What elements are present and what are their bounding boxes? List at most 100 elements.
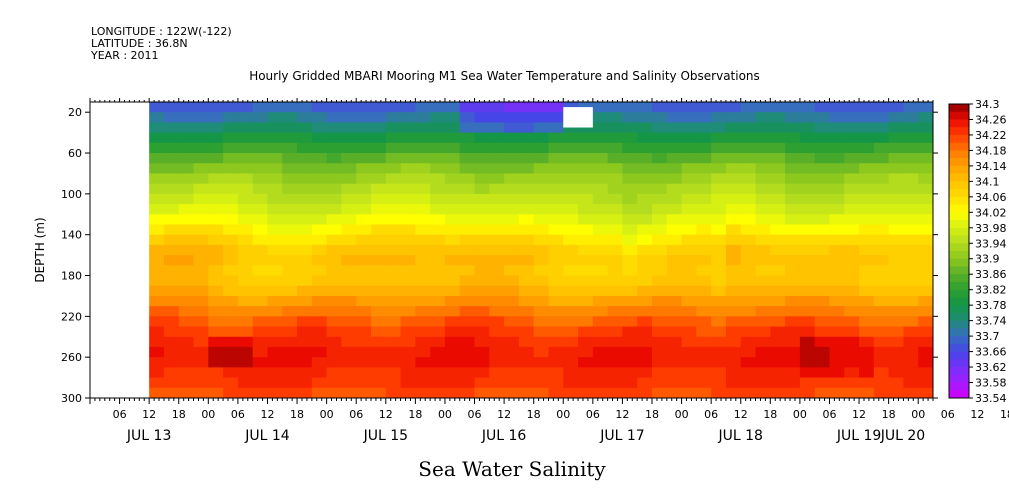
heatmap-cell	[400, 255, 416, 266]
heatmap-cell	[489, 357, 505, 368]
heatmap-cell	[918, 255, 933, 266]
heatmap-cell	[888, 377, 905, 389]
heatmap-cell	[326, 367, 343, 379]
heatmap-cell	[666, 224, 683, 236]
heatmap-cell	[829, 316, 845, 328]
y-tick-label: 140	[61, 229, 82, 242]
heatmap-cell	[415, 346, 431, 358]
heatmap-cell	[341, 357, 357, 368]
heatmap-cell	[444, 234, 461, 246]
heatmap-cell	[444, 346, 461, 358]
heatmap-cell	[725, 193, 742, 205]
heatmap-cell	[533, 265, 550, 277]
heatmap-cell	[873, 153, 890, 164]
heatmap-cell	[548, 336, 564, 348]
heatmap-cell	[607, 306, 624, 317]
heatmap-cell	[415, 234, 431, 246]
heatmap-cell	[637, 193, 653, 205]
heatmap-cell	[725, 326, 742, 338]
heatmap-cell	[282, 153, 298, 164]
heatmap-cell	[725, 346, 742, 358]
heatmap-cell	[311, 112, 328, 124]
heatmap-cell	[533, 387, 550, 398]
heatmap-cell	[740, 377, 757, 389]
heatmap-cell	[459, 153, 476, 164]
heatmap-cell	[533, 132, 550, 144]
heatmap-cell	[430, 142, 446, 154]
heatmap-cell	[799, 357, 816, 368]
heatmap-cell	[341, 183, 357, 195]
heatmap-cell	[326, 183, 343, 195]
heatmap-cell	[607, 285, 624, 297]
heatmap-cell	[533, 346, 550, 358]
heatmap-cell	[341, 387, 357, 398]
heatmap-cell	[563, 193, 579, 205]
heatmap-cell	[297, 173, 313, 185]
heatmap-cell	[489, 275, 505, 287]
heatmap-cell	[652, 346, 668, 358]
heatmap-cell	[755, 326, 771, 338]
heatmap-cell	[223, 193, 239, 205]
heatmap-cell	[578, 132, 594, 144]
heatmap-cell	[814, 326, 831, 338]
heatmap-cell	[785, 234, 801, 246]
x-tick-label: 12	[497, 408, 511, 421]
x-tick-label: 12	[379, 408, 393, 421]
heatmap-cell	[518, 326, 535, 338]
heatmap-cell	[859, 377, 875, 389]
heatmap-cell	[873, 224, 890, 236]
heatmap-cell	[652, 234, 668, 246]
heatmap-cell	[770, 265, 786, 277]
x-tick-label: 00	[675, 408, 689, 421]
heatmap-cell	[193, 183, 209, 195]
heatmap-cell	[548, 326, 564, 338]
heatmap-cell	[696, 244, 712, 256]
heatmap-cell	[237, 367, 254, 379]
heatmap-cell	[607, 153, 624, 164]
heatmap-cell	[829, 132, 845, 144]
heatmap-cell	[371, 153, 387, 164]
heatmap-cell	[518, 255, 535, 266]
heatmap-cell	[533, 193, 550, 205]
heatmap-cell	[341, 102, 357, 113]
heatmap-cell	[740, 122, 757, 134]
heatmap-cell	[592, 142, 609, 154]
colorbar-label: 33.82	[975, 284, 1007, 297]
heatmap-cell	[755, 102, 771, 113]
heatmap-cell	[888, 183, 905, 195]
heatmap-cell	[666, 367, 683, 379]
heatmap-cell	[725, 132, 742, 144]
heatmap-cell	[444, 306, 461, 317]
heatmap-cell	[400, 326, 416, 338]
heatmap-cell	[149, 285, 165, 297]
heatmap-cell	[563, 132, 579, 144]
heatmap-cell	[163, 163, 180, 175]
heatmap-cell	[888, 214, 905, 226]
heatmap-cell	[504, 275, 520, 287]
heatmap-cell	[356, 102, 372, 113]
y-tick-label: 100	[61, 188, 82, 201]
heatmap-cell	[563, 234, 579, 246]
heatmap-cell	[681, 306, 697, 317]
heatmap-cell	[237, 377, 254, 389]
heatmap-cell	[474, 316, 490, 328]
heatmap-cell	[267, 163, 283, 175]
heatmap-cell	[430, 183, 446, 195]
heatmap-cell	[163, 255, 180, 266]
heatmap-cell	[696, 295, 712, 307]
heatmap-cell	[415, 306, 431, 317]
x-tick-label: 00	[320, 408, 334, 421]
heatmap-cell	[223, 214, 239, 226]
y-axis-label: DEPTH (m)	[33, 217, 47, 282]
heatmap-cell	[533, 244, 550, 256]
heatmap-cell	[711, 275, 727, 287]
heatmap-cell	[799, 224, 816, 236]
heatmap-cell	[755, 214, 771, 226]
heatmap-cell	[163, 336, 180, 348]
heatmap-cell	[918, 295, 933, 307]
heatmap-cell	[533, 255, 550, 266]
heatmap-cell	[282, 234, 298, 246]
heatmap-cell	[755, 122, 771, 134]
heatmap-cell	[282, 244, 298, 256]
heatmap-cell	[859, 142, 875, 154]
